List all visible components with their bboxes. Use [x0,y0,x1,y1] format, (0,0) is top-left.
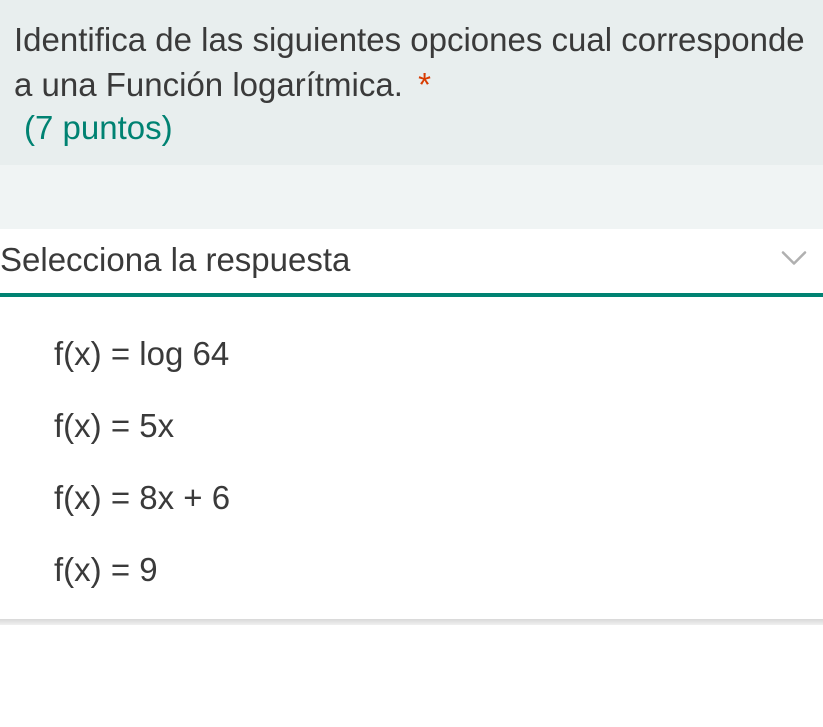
dropdown-placeholder: Selecciona la respuesta [0,241,350,278]
bottom-divider [0,619,823,625]
chevron-down-icon [781,251,807,272]
option-item[interactable]: f(x) = 9 [54,551,823,589]
question-label: Identifica de las siguientes opciones cu… [14,21,805,103]
option-item[interactable]: f(x) = log 64 [54,335,823,373]
header-spacer [0,165,823,229]
required-asterisk: * [418,66,431,103]
option-label: f(x) = 5x [54,407,174,444]
points-label: (7 puntos) [24,109,813,147]
question-text: Identifica de las siguientes opciones cu… [14,18,813,107]
option-item[interactable]: f(x) = 5x [54,407,823,445]
question-header: Identifica de las siguientes opciones cu… [0,0,823,165]
option-label: f(x) = log 64 [54,335,229,372]
option-label: f(x) = 8x + 6 [54,479,230,516]
options-list: f(x) = log 64 f(x) = 5x f(x) = 8x + 6 f(… [0,297,823,619]
answer-dropdown[interactable]: Selecciona la respuesta [0,229,823,297]
option-label: f(x) = 9 [54,551,158,588]
option-item[interactable]: f(x) = 8x + 6 [54,479,823,517]
